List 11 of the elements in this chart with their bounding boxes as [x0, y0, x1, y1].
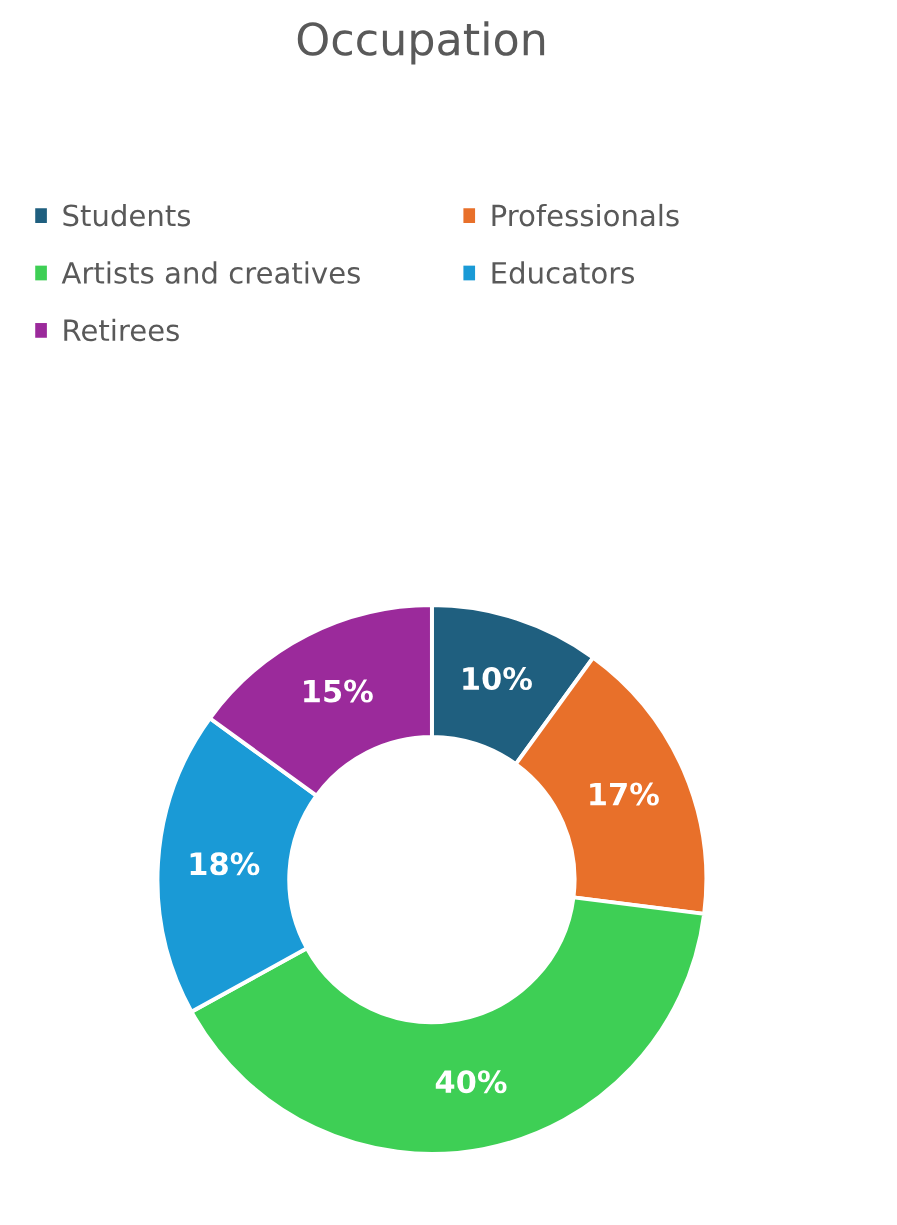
legend-label: Professionals — [492, 203, 679, 227]
data-label: 10% — [463, 666, 532, 691]
data-label: 40% — [435, 1070, 507, 1094]
chart-title: Occupation — [297, 21, 545, 65]
data-label: 17% — [590, 782, 659, 806]
legend-label: Artists and creatives — [61, 261, 360, 284]
legend-label: Educators — [492, 261, 635, 284]
legend-label: Students — [63, 203, 191, 227]
legend-label: Retirees — [64, 318, 179, 342]
data-label: 15% — [304, 679, 373, 703]
data-label: 18% — [190, 852, 260, 876]
